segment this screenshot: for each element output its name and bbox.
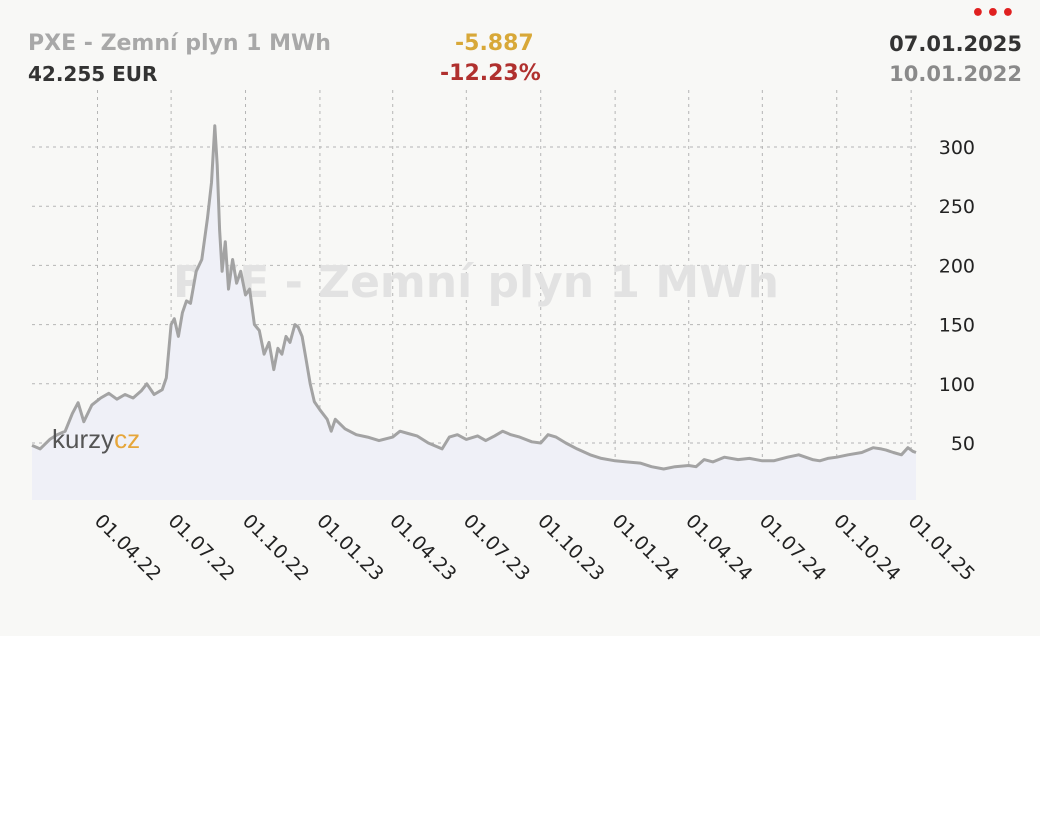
date-start: 10.01.2022 [889, 62, 1022, 86]
kurzy-logo-text: kurzy [52, 424, 114, 454]
price-chart: PXE - Zemní plyn 1 MWh kurzycz 50 100 150 2… [31, 90, 979, 585]
y-tick-label: 250 [939, 196, 975, 218]
y-tick-label: 150 [939, 315, 975, 337]
chart-watermark-title: PXE - Zemní plyn 1 MWh [173, 257, 779, 308]
x-tick-label: 01.01.23 [312, 510, 387, 585]
x-tick-label: 01.01.24 [608, 510, 683, 585]
x-tick-label: 01.10.23 [533, 510, 608, 585]
x-tick-label: 01.04.23 [385, 510, 460, 585]
change-absolute: -5.887 [455, 31, 534, 56]
more-dots-icon[interactable]: ••• [970, 1, 1016, 26]
kurzy-logo: kurzycz [52, 424, 140, 454]
current-price: 42.255 EUR [28, 62, 158, 86]
x-tick-label: 01.07.23 [459, 510, 534, 585]
y-tick-label: 50 [951, 433, 975, 455]
date-end: 07.01.2025 [889, 32, 1022, 56]
y-tick-label: 100 [939, 374, 975, 396]
y-axis: 50 100 150 200 250 300 [939, 137, 975, 455]
price-line [31, 124, 917, 471]
price-area [32, 125, 916, 500]
x-tick-label: 01.10.24 [829, 510, 904, 585]
change-percent: -12.23% [440, 61, 541, 86]
instrument-title: PXE - Zemní plyn 1 MWh [28, 31, 331, 56]
y-tick-label: 300 [939, 137, 975, 159]
chart-panel: PXE - Zemní plyn 1 MWh kurzycz 50 100 150 2… [28, 1, 1022, 586]
x-tick-label: 01.07.24 [755, 510, 830, 585]
x-tick-label: 01.01.25 [904, 510, 979, 585]
x-tick-label: 01.04.22 [90, 510, 165, 585]
x-tick-label: 01.10.22 [238, 510, 313, 585]
x-tick-label: 01.04.24 [681, 510, 756, 585]
x-tick-label: 01.07.22 [164, 510, 239, 585]
kurzy-logo-accent: cz [114, 424, 140, 454]
y-tick-label: 200 [939, 255, 975, 277]
